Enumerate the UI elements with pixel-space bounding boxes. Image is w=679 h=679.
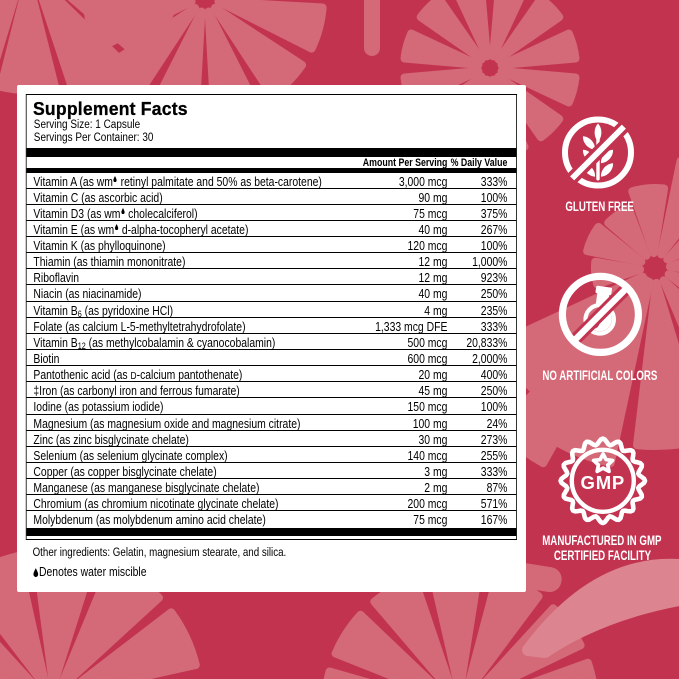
svg-text:GMP: GMP [581, 472, 626, 493]
